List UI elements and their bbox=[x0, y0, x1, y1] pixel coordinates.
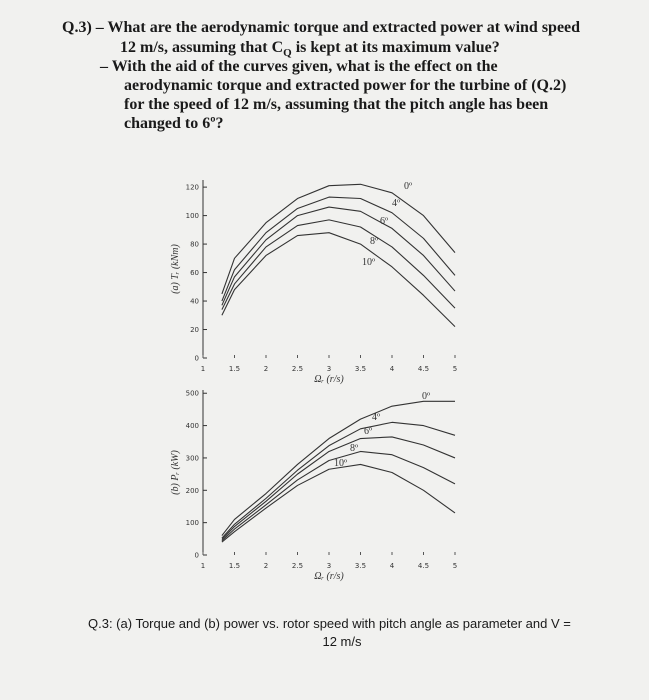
y-tick-label: 20 bbox=[190, 326, 199, 334]
curve-label: 8º bbox=[350, 443, 358, 454]
curve bbox=[221, 463, 456, 543]
text-run: is kept at its maximum value? bbox=[292, 39, 500, 56]
y-axis-label: (a) Tᵣ (kNm) bbox=[170, 244, 181, 294]
x-tick-label: 1 bbox=[201, 365, 205, 373]
subscript: Q bbox=[283, 47, 292, 59]
curve bbox=[221, 206, 456, 306]
question-line: for the speed of 12 m/s, assuming that t… bbox=[124, 96, 548, 113]
x-tick-label: 4 bbox=[390, 562, 395, 570]
y-axis-label: (b) Pᵣ (kW) bbox=[170, 450, 181, 495]
x-tick-label: 4.5 bbox=[418, 562, 429, 570]
curve-label: 10º bbox=[362, 257, 375, 268]
question-line: aerodynamic torque and extracted power f… bbox=[124, 77, 566, 94]
curve bbox=[221, 436, 456, 540]
text-run: Q.3) – What are the aerodynamic torque a… bbox=[62, 19, 580, 36]
x-axis-label: Ωᵣ (r/s) bbox=[314, 571, 344, 582]
y-tick-label: 100 bbox=[186, 519, 199, 527]
x-tick-label: 3 bbox=[327, 562, 331, 570]
curve-label: 0º bbox=[404, 181, 412, 192]
curve bbox=[221, 421, 456, 539]
x-tick-label: 3 bbox=[327, 365, 331, 373]
curve-label: 6º bbox=[364, 426, 372, 437]
y-tick-label: 80 bbox=[190, 241, 199, 249]
x-tick-label: 2.5 bbox=[292, 562, 303, 570]
x-tick-label: 1.5 bbox=[229, 365, 240, 373]
caption-line: 12 m/s bbox=[322, 634, 362, 649]
y-tick-label: 60 bbox=[190, 269, 199, 277]
y-tick-label: 120 bbox=[186, 184, 199, 192]
curve bbox=[221, 219, 456, 310]
y-tick-label: 400 bbox=[186, 422, 199, 430]
x-tick-label: 4 bbox=[390, 365, 395, 373]
curve bbox=[221, 232, 456, 328]
curve-label: 0º bbox=[422, 391, 430, 402]
x-tick-label: 5 bbox=[453, 562, 457, 570]
text-run: aerodynamic torque and extracted power f… bbox=[124, 77, 566, 94]
question-line: 12 m/s, assuming that CQ is kept at its … bbox=[120, 39, 500, 59]
x-tick-label: 2 bbox=[264, 562, 268, 570]
y-tick-label: 40 bbox=[190, 298, 199, 306]
question-line: – With the aid of the curves given, what… bbox=[99, 58, 498, 75]
curve-label: 4º bbox=[392, 198, 400, 209]
y-tick-label: 0 bbox=[195, 552, 199, 560]
y-tick-label: 0 bbox=[195, 355, 199, 363]
x-tick-label: 2.5 bbox=[292, 365, 303, 373]
curve bbox=[221, 450, 456, 542]
y-tick-label: 300 bbox=[186, 454, 199, 462]
y-tick-label: 200 bbox=[186, 487, 199, 495]
x-tick-label: 1 bbox=[201, 562, 205, 570]
question-line: changed to 6º? bbox=[124, 115, 224, 132]
x-tick-label: 4.5 bbox=[418, 365, 429, 373]
curve-label: 10º bbox=[334, 458, 347, 469]
text-run: for the speed of 12 m/s, assuming that t… bbox=[124, 96, 548, 113]
curve-label: 8º bbox=[370, 236, 378, 247]
curve bbox=[221, 400, 455, 536]
x-tick-label: 3.5 bbox=[355, 562, 366, 570]
x-tick-label: 3.5 bbox=[355, 365, 366, 373]
x-tick-label: 5 bbox=[453, 365, 457, 373]
text-run: – With the aid of the curves given, what… bbox=[99, 58, 498, 75]
x-tick-label: 2 bbox=[264, 365, 268, 373]
y-tick-label: 500 bbox=[186, 390, 199, 398]
y-tick-label: 100 bbox=[186, 212, 199, 220]
curve bbox=[221, 183, 456, 295]
curve-label: 6º bbox=[380, 216, 388, 227]
caption-line: Q.3: (a) Torque and (b) power vs. rotor … bbox=[88, 616, 571, 631]
curve-label: 4º bbox=[372, 412, 380, 423]
x-tick-label: 1.5 bbox=[229, 562, 240, 570]
curve bbox=[221, 196, 456, 302]
x-axis-label: Ωᵣ (r/s) bbox=[314, 374, 344, 385]
text-run: changed to 6º? bbox=[124, 115, 224, 132]
text-run: 12 m/s, assuming that C bbox=[120, 39, 283, 56]
question-line: Q.3) – What are the aerodynamic torque a… bbox=[62, 19, 580, 36]
